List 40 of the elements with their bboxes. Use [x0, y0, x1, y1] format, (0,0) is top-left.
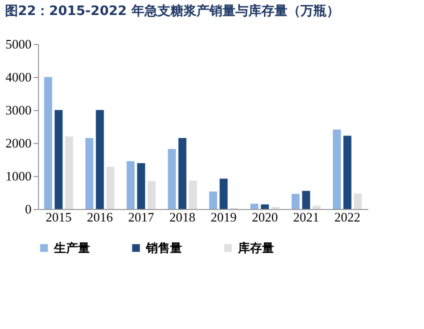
legend-label: 库存量 [237, 241, 274, 255]
bar [260, 204, 269, 209]
bar [85, 138, 94, 209]
bar [312, 206, 321, 209]
bar [250, 204, 258, 209]
bar [148, 180, 156, 209]
bar [354, 193, 362, 209]
bar [332, 129, 341, 209]
bar [188, 180, 197, 209]
x-tick-label: 2021 [293, 210, 320, 224]
bar [44, 77, 52, 209]
x-tick-label: 2022 [334, 210, 360, 224]
chart-title: 图22：2015-2022 年急支糖浆产销量与库存量（万瓶） [5, 3, 340, 19]
bar [126, 161, 135, 209]
bar [106, 166, 114, 209]
legend-label: 销售量 [145, 241, 182, 255]
bar [96, 110, 104, 209]
bar [168, 148, 176, 209]
bar [209, 192, 218, 209]
x-tick-label: 2018 [169, 210, 196, 224]
x-tick-label: 2016 [86, 210, 114, 224]
y-tick-label: 4000 [6, 70, 32, 84]
bar [343, 136, 352, 209]
bar [302, 190, 310, 209]
x-tick-label: 2019 [210, 210, 237, 224]
bar [54, 110, 63, 209]
bar [178, 138, 186, 209]
legend-label: 生产量 [53, 241, 90, 255]
y-tick-label: 0 [25, 202, 32, 216]
y-tick-label: 2000 [6, 136, 32, 150]
x-tick-label: 2017 [128, 210, 155, 224]
y-tick-label: 5000 [6, 36, 32, 52]
y-tick-label: 3000 [6, 102, 32, 118]
bar [292, 194, 300, 209]
y-tick-label: 1000 [6, 168, 32, 184]
bar [137, 163, 146, 209]
bar [220, 178, 228, 209]
bar [65, 136, 74, 209]
x-tick-label: 2015 [46, 210, 72, 224]
x-tick-label: 2020 [252, 210, 278, 224]
